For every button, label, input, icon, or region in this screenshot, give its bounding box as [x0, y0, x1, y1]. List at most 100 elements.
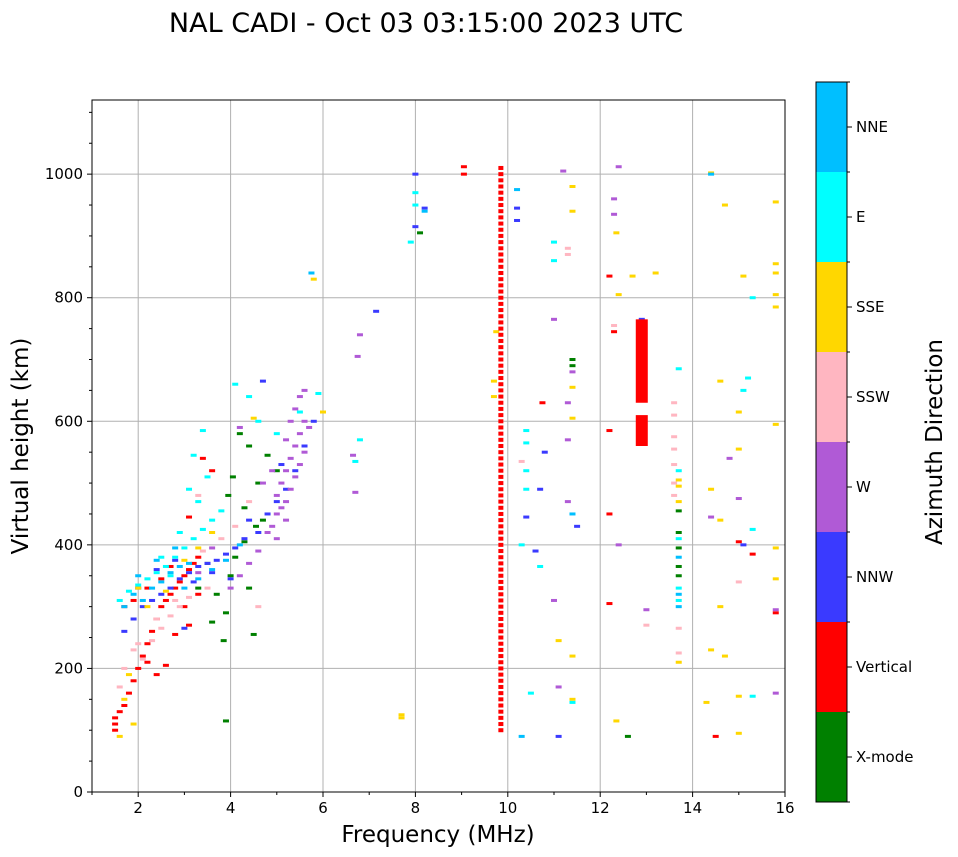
data-point [708, 648, 715, 652]
data-point [675, 586, 682, 590]
data-point [671, 481, 678, 485]
data-point [130, 722, 137, 726]
data-point [264, 453, 271, 457]
vertical-trace-point [498, 345, 504, 350]
data-point [172, 555, 179, 559]
data-point [149, 586, 156, 590]
data-point [735, 540, 742, 544]
y-tick-label: 0 [73, 783, 83, 801]
vertical-trace-point [498, 215, 504, 220]
data-point [412, 225, 419, 229]
data-point [352, 490, 359, 494]
data-point [121, 605, 128, 609]
data-point [624, 734, 631, 738]
data-point [675, 537, 682, 541]
data-point [407, 240, 414, 244]
vertical-trace-point [498, 462, 504, 467]
data-point [125, 589, 132, 593]
data-point [523, 487, 530, 491]
data-point [675, 598, 682, 602]
data-point [712, 734, 719, 738]
data-point [172, 598, 179, 602]
data-point [569, 416, 576, 420]
vertical-trace-point [498, 697, 504, 702]
data-point [149, 639, 156, 643]
data-point [229, 475, 236, 479]
y-tick-label: 600 [54, 412, 83, 430]
data-point [246, 395, 253, 399]
data-point [606, 602, 613, 606]
data-point [227, 574, 234, 578]
data-point [176, 577, 183, 581]
data-point [310, 419, 317, 423]
data-point [527, 691, 534, 695]
data-point [569, 358, 576, 361]
data-point [195, 493, 202, 497]
data-point [551, 259, 557, 263]
colorbar-swatch [816, 712, 847, 802]
data-point [564, 401, 571, 405]
data-point [167, 571, 174, 575]
vertical-trace-point [498, 579, 504, 584]
vertical-trace-point [498, 295, 504, 300]
vertical-trace-point [498, 709, 504, 714]
data-point [537, 487, 544, 491]
vertical-trace-point [498, 264, 504, 269]
vertical-trace-point [498, 184, 504, 189]
data-point [167, 614, 174, 618]
data-point [675, 531, 682, 534]
data-point [493, 330, 500, 334]
data-point [116, 734, 123, 738]
data-point [121, 697, 128, 701]
data-point [209, 620, 216, 624]
data-point [560, 169, 567, 173]
data-point [176, 605, 183, 609]
data-point [167, 574, 174, 578]
data-point [675, 605, 682, 609]
data-point [232, 524, 239, 528]
data-point [417, 231, 424, 235]
data-point [301, 444, 308, 448]
data-point [162, 564, 169, 568]
data-point [130, 598, 137, 602]
vertical-trace-point [498, 301, 504, 306]
vertical-trace-point [498, 308, 504, 313]
vertical-trace-point [498, 351, 504, 356]
data-point [350, 453, 357, 457]
vertical-block [635, 415, 648, 446]
data-point [112, 716, 119, 720]
data-point [283, 500, 290, 504]
colorbar-swatch [816, 622, 847, 712]
data-point [514, 218, 521, 222]
data-point [209, 531, 216, 534]
data-point [675, 367, 682, 371]
vertical-trace-point [498, 178, 504, 183]
data-point [740, 543, 747, 547]
data-point [153, 568, 160, 572]
data-point [241, 506, 248, 510]
data-point [250, 416, 257, 420]
data-point [675, 546, 682, 550]
data-point [772, 305, 779, 309]
vertical-trace-point [498, 499, 504, 504]
data-point [209, 518, 216, 522]
vertical-trace-point [498, 357, 504, 362]
data-point [255, 531, 262, 534]
vertical-trace-point [498, 592, 504, 597]
data-point [139, 657, 146, 661]
data-point [735, 731, 742, 735]
data-point [246, 586, 253, 590]
data-point [772, 422, 779, 426]
data-point [153, 617, 160, 621]
data-point [569, 385, 576, 389]
data-point [176, 531, 183, 534]
y-tick-label: 400 [54, 536, 83, 554]
data-point [158, 577, 165, 581]
data-point [121, 629, 128, 633]
data-point [490, 379, 497, 383]
vertical-trace-point [498, 567, 504, 572]
data-point [190, 561, 197, 565]
data-point [135, 666, 142, 670]
vertical-trace-point [498, 684, 504, 689]
data-point [246, 500, 253, 504]
